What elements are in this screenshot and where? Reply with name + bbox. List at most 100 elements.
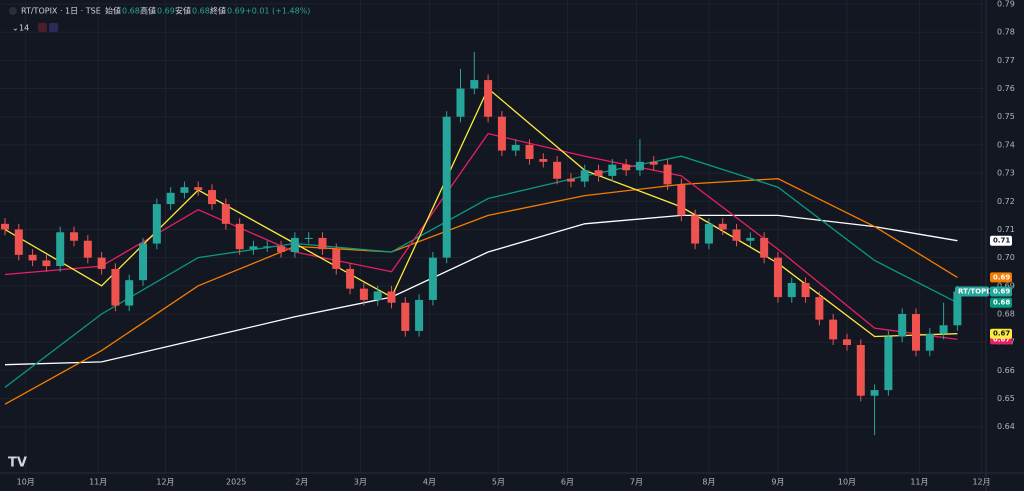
ma-line [4, 214, 958, 366]
quote: 始値 0.68 高値 0.69 安値 0.68 終値 0.69 +0.01 (+1.48%) [105, 6, 310, 16]
y-tick-label: 0.79 [997, 0, 1015, 9]
last-value-label-bg [990, 328, 1012, 339]
candle-body [221, 204, 230, 224]
candle-body [97, 257, 106, 269]
y-tick-label: 0.75 [997, 112, 1015, 121]
symbol-label: RT/TOPIX [958, 287, 995, 295]
y-tick-label: 0.77 [997, 56, 1015, 65]
candle-body [760, 237, 769, 258]
x-tick-label: 2月 [295, 478, 308, 487]
x-tick-label: 5月 [492, 478, 505, 487]
candle-body [911, 314, 920, 351]
last-value-label-bg [990, 272, 1012, 283]
logo: TV [8, 456, 27, 471]
candle-body [249, 246, 258, 250]
candle-body [415, 299, 424, 331]
candle-body [884, 336, 893, 391]
last-price-label: 0.69 [993, 287, 1010, 295]
candle-body [787, 283, 796, 298]
candle-body [801, 283, 810, 298]
y-tick-label: 0.76 [997, 84, 1015, 93]
candle-body [622, 164, 631, 171]
candle-body [566, 178, 575, 182]
x-tick-label: 10月 [838, 478, 856, 487]
y-tick-label: 0.64 [997, 422, 1015, 431]
candle-body [773, 257, 782, 298]
y-tick-label: 0.65 [997, 394, 1015, 403]
candle-body [856, 345, 865, 396]
y-tick-label: 0.74 [997, 140, 1015, 149]
candle-body [663, 164, 672, 185]
quote-value: 0.68 [122, 7, 140, 16]
indicator-icon[interactable] [49, 23, 58, 32]
x-tick-label: 3月 [354, 478, 367, 487]
candle-body [373, 291, 382, 300]
candle-body [829, 319, 838, 340]
candle-body [332, 249, 341, 269]
candle-body [635, 161, 644, 171]
candle-body [42, 260, 51, 267]
last-value-label: 0.68 [993, 299, 1010, 307]
candle-body [870, 390, 879, 396]
candle-body [939, 325, 948, 334]
indicator-icon[interactable] [38, 23, 47, 32]
candle-body [180, 187, 189, 193]
candle-body [746, 237, 755, 241]
candle-body [359, 288, 368, 300]
candle-body [1, 223, 9, 230]
y-tick-label: 0.78 [997, 28, 1015, 37]
candle-body [539, 159, 548, 162]
ma-line [4, 155, 958, 388]
candle-body [28, 254, 37, 261]
x-tick-label: 2025 [226, 478, 246, 487]
candle-body [497, 116, 506, 151]
symbol-label-bg [955, 286, 989, 297]
candle-body [428, 257, 437, 300]
symbol-icon [9, 7, 17, 15]
candle-body [677, 184, 686, 216]
candle-body [580, 170, 589, 182]
x-tick-label: 12月 [156, 478, 174, 487]
candle-body [608, 164, 617, 176]
candle-body [208, 190, 217, 205]
candle-body [732, 229, 741, 241]
candle-body [704, 223, 713, 244]
candle-body [235, 223, 244, 250]
quote-value: 0.69 [157, 7, 175, 16]
candle-body [166, 192, 175, 205]
ma-line [4, 178, 958, 405]
candle-body [83, 240, 92, 258]
candle-body [484, 80, 493, 117]
candle-body [194, 187, 203, 190]
candle-body [525, 144, 534, 159]
candle-body [456, 88, 465, 117]
candle-body [387, 291, 396, 303]
quote-label: 安値 [175, 6, 191, 16]
y-tick-label: 0.68 [997, 310, 1015, 319]
quote-label: 高値 [140, 6, 156, 16]
indicator-toggle[interactable]: ⌄ [12, 24, 19, 33]
last-value-label-bg [990, 297, 1012, 308]
candle-body [953, 291, 962, 326]
moving-averages [4, 87, 958, 405]
x-tick-label: 6月 [561, 478, 574, 487]
candle-body [470, 80, 479, 89]
last-price-label-bg [990, 286, 1012, 297]
candle-body [842, 339, 851, 345]
candle-body [290, 237, 299, 252]
x-tick-label: 12月 [972, 478, 990, 487]
last-value-label: 0.69 [993, 273, 1010, 281]
x-tick-label: 11月 [910, 478, 928, 487]
candle-body [70, 232, 79, 241]
candle-body [925, 333, 934, 351]
candle-body [14, 229, 23, 255]
last-value-label: 0.67 [993, 330, 1010, 338]
candles [1, 51, 962, 436]
y-tick-label: 0.66 [997, 366, 1015, 375]
y-tick-label: 0.73 [997, 169, 1015, 178]
y-tick-label: 0.70 [997, 253, 1015, 262]
candle-body [401, 302, 410, 331]
indicator-count: 14 [19, 24, 29, 33]
